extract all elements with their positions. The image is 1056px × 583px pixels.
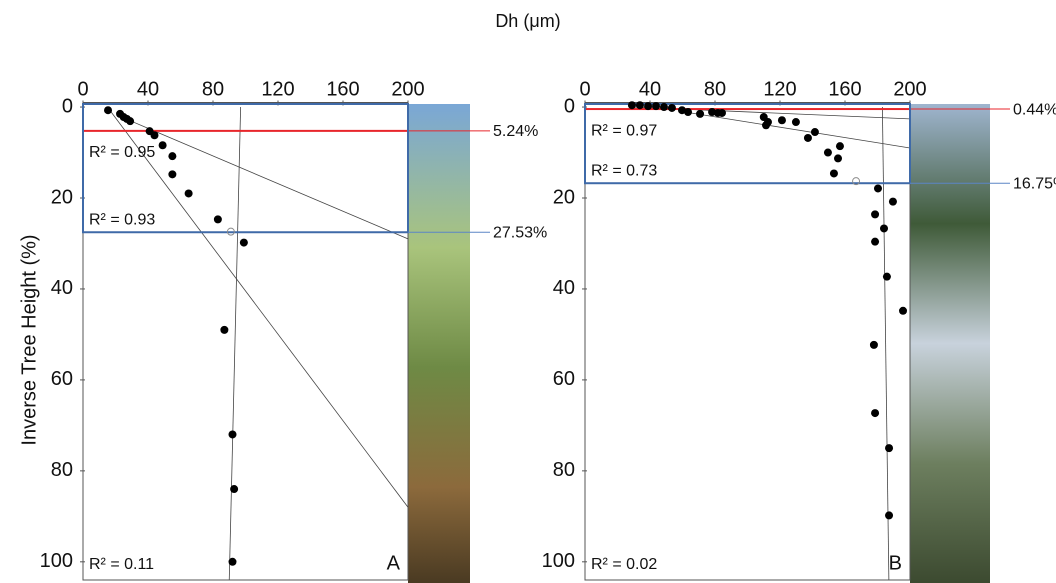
fit-line bbox=[107, 106, 409, 508]
data-point bbox=[228, 430, 237, 439]
x-tick-label: 80 bbox=[704, 78, 726, 100]
threshold-box bbox=[82, 103, 409, 132]
data-point bbox=[717, 108, 726, 117]
r-squared-label: R² = 0.97 bbox=[591, 122, 657, 139]
data-point bbox=[659, 103, 668, 112]
y-tick-label: 100 bbox=[40, 550, 73, 572]
data-point bbox=[899, 306, 908, 315]
open-point bbox=[226, 227, 235, 236]
y-tick-label: 60 bbox=[51, 368, 73, 390]
x-tick-label: 0 bbox=[77, 78, 88, 100]
data-point bbox=[158, 141, 167, 150]
data-point bbox=[220, 325, 229, 334]
data-point bbox=[667, 103, 676, 112]
y-axis-label: Inverse Tree Height (%) bbox=[18, 234, 40, 445]
r-squared-label: R² = 0.11 bbox=[89, 556, 154, 573]
data-point bbox=[834, 154, 843, 163]
y-tick-label: 20 bbox=[51, 186, 73, 208]
plot-frame bbox=[82, 102, 409, 581]
x-tick-label: 120 bbox=[763, 78, 796, 100]
x-tick-label: 200 bbox=[893, 78, 926, 100]
tree-photo bbox=[910, 104, 990, 583]
y-tick-label: 80 bbox=[51, 459, 73, 481]
fit-line bbox=[129, 120, 409, 240]
data-point bbox=[627, 101, 636, 110]
data-point bbox=[871, 210, 880, 219]
x-tick-label: 160 bbox=[326, 78, 359, 100]
plot-frame bbox=[584, 102, 911, 581]
data-point bbox=[228, 557, 237, 566]
figure-title: Dh (μm) bbox=[495, 11, 560, 31]
x-tick-label: 200 bbox=[391, 78, 424, 100]
threshold-label: 5.24% bbox=[493, 123, 538, 140]
data-point bbox=[239, 238, 248, 247]
r-squared-label: R² = 0.02 bbox=[591, 556, 657, 573]
panel-label: A bbox=[387, 552, 401, 574]
data-point bbox=[696, 109, 705, 118]
x-tick-label: 40 bbox=[137, 78, 159, 100]
data-point bbox=[684, 108, 693, 117]
data-point bbox=[678, 106, 687, 115]
data-point bbox=[885, 444, 894, 453]
data-point bbox=[168, 152, 177, 161]
threshold-box bbox=[584, 103, 911, 185]
y-tick-label: 100 bbox=[542, 550, 575, 572]
data-point bbox=[126, 117, 135, 126]
data-point bbox=[871, 409, 880, 418]
threshold-label: 0.44% bbox=[1013, 101, 1056, 118]
data-point bbox=[803, 133, 812, 142]
data-point bbox=[184, 189, 193, 198]
fit-line bbox=[881, 107, 890, 581]
r-squared-label: R² = 0.73 bbox=[591, 162, 657, 179]
x-tick-label: 0 bbox=[579, 78, 590, 100]
fit-line bbox=[682, 111, 911, 149]
y-tick-label: 20 bbox=[553, 186, 575, 208]
data-point bbox=[652, 102, 661, 111]
data-point bbox=[230, 485, 239, 494]
threshold-label: 27.53% bbox=[493, 224, 547, 241]
data-point bbox=[873, 184, 882, 193]
tree-photo bbox=[408, 104, 470, 583]
y-tick-label: 40 bbox=[51, 277, 73, 299]
threshold-label: 16.75% bbox=[1013, 175, 1056, 192]
data-point bbox=[777, 116, 786, 125]
data-point bbox=[644, 102, 653, 111]
y-tick-label: 80 bbox=[553, 459, 575, 481]
data-point bbox=[762, 121, 771, 130]
data-point bbox=[835, 142, 844, 151]
x-tick-label: 120 bbox=[261, 78, 294, 100]
r-squared-label: R² = 0.95 bbox=[89, 144, 155, 161]
data-point bbox=[871, 237, 880, 246]
data-point bbox=[810, 128, 819, 137]
x-tick-label: 40 bbox=[639, 78, 661, 100]
data-point bbox=[888, 197, 897, 206]
x-tick-label: 160 bbox=[828, 78, 861, 100]
data-point bbox=[213, 215, 222, 224]
data-point bbox=[885, 511, 894, 520]
open-point bbox=[852, 177, 861, 186]
data-point bbox=[150, 131, 159, 140]
data-point bbox=[791, 118, 800, 127]
threshold-box bbox=[82, 103, 409, 234]
data-point bbox=[823, 148, 832, 157]
y-tick-label: 40 bbox=[553, 277, 575, 299]
data-point bbox=[829, 169, 838, 178]
y-tick-label: 0 bbox=[564, 95, 575, 117]
data-point bbox=[104, 106, 113, 115]
panel-label: B bbox=[889, 552, 902, 574]
x-tick-label: 80 bbox=[202, 78, 224, 100]
data-point bbox=[882, 272, 891, 281]
y-tick-label: 60 bbox=[553, 368, 575, 390]
r-squared-label: R² = 0.93 bbox=[89, 211, 155, 228]
data-point bbox=[708, 108, 717, 117]
data-point bbox=[869, 340, 878, 349]
data-point bbox=[635, 101, 644, 110]
fit-line bbox=[228, 107, 242, 581]
y-tick-label: 0 bbox=[62, 95, 73, 117]
data-point bbox=[168, 170, 177, 179]
data-point bbox=[880, 224, 888, 233]
